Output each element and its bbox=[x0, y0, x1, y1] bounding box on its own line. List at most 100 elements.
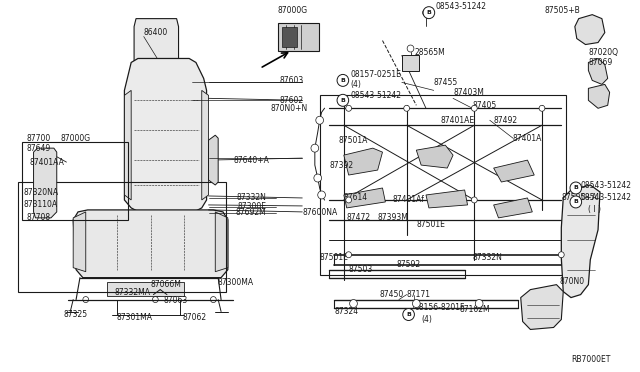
Circle shape bbox=[476, 299, 483, 308]
Text: 87492: 87492 bbox=[493, 116, 518, 125]
Text: 08543-51242: 08543-51242 bbox=[580, 193, 632, 202]
Polygon shape bbox=[588, 84, 610, 108]
Text: 87403M: 87403M bbox=[453, 88, 484, 97]
Circle shape bbox=[42, 152, 47, 158]
Text: 87401Af: 87401Af bbox=[392, 195, 424, 205]
Text: B: B bbox=[340, 98, 346, 103]
Circle shape bbox=[134, 65, 141, 72]
Polygon shape bbox=[561, 185, 600, 298]
Circle shape bbox=[570, 196, 582, 208]
Circle shape bbox=[346, 252, 351, 258]
Text: 86400: 86400 bbox=[144, 28, 168, 37]
Polygon shape bbox=[344, 188, 385, 208]
Text: 87320NA: 87320NA bbox=[24, 189, 59, 198]
Text: 873110A: 873110A bbox=[24, 201, 58, 209]
Text: 87301MA: 87301MA bbox=[116, 313, 153, 322]
Text: 08156-8201F: 08156-8201F bbox=[414, 303, 465, 312]
Circle shape bbox=[423, 7, 435, 19]
Bar bbox=[282, 26, 298, 46]
Bar bbox=[18, 182, 226, 292]
Text: B: B bbox=[573, 199, 579, 205]
Text: 87455: 87455 bbox=[434, 78, 458, 87]
Polygon shape bbox=[124, 90, 131, 200]
Text: 08543-51242: 08543-51242 bbox=[580, 180, 632, 189]
Circle shape bbox=[317, 191, 326, 199]
Polygon shape bbox=[33, 148, 57, 218]
Text: ( l ): ( l ) bbox=[588, 205, 602, 214]
Polygon shape bbox=[417, 145, 453, 168]
Circle shape bbox=[316, 116, 324, 124]
Text: 28565M: 28565M bbox=[414, 48, 445, 57]
Text: 08543-51242: 08543-51242 bbox=[351, 91, 401, 100]
Circle shape bbox=[211, 296, 216, 302]
Circle shape bbox=[349, 299, 357, 308]
Text: 87614: 87614 bbox=[344, 193, 368, 202]
Text: 87592: 87592 bbox=[397, 260, 421, 269]
Circle shape bbox=[472, 105, 477, 111]
Text: 87501A: 87501A bbox=[339, 136, 369, 145]
Polygon shape bbox=[209, 135, 218, 185]
Polygon shape bbox=[493, 198, 532, 218]
Text: 08543-51242: 08543-51242 bbox=[436, 2, 486, 11]
Circle shape bbox=[337, 74, 349, 86]
Text: (4): (4) bbox=[421, 315, 432, 324]
Polygon shape bbox=[202, 90, 209, 200]
Polygon shape bbox=[124, 58, 207, 212]
Polygon shape bbox=[521, 285, 563, 330]
Text: 87325: 87325 bbox=[63, 310, 88, 319]
Polygon shape bbox=[575, 15, 605, 45]
Circle shape bbox=[83, 296, 89, 302]
Circle shape bbox=[346, 105, 351, 111]
Text: 87066M: 87066M bbox=[150, 280, 181, 289]
Text: 870N0: 870N0 bbox=[559, 277, 584, 286]
Text: 87472: 87472 bbox=[347, 214, 371, 222]
Text: 87000G: 87000G bbox=[61, 134, 91, 143]
Text: B: B bbox=[426, 10, 431, 15]
Circle shape bbox=[314, 174, 321, 182]
Polygon shape bbox=[493, 160, 534, 182]
Text: B: B bbox=[406, 312, 411, 317]
Polygon shape bbox=[73, 212, 86, 272]
Text: 87393M: 87393M bbox=[378, 214, 408, 222]
Circle shape bbox=[559, 252, 564, 258]
Bar bbox=[107, 282, 184, 296]
Text: 87692M: 87692M bbox=[236, 208, 266, 217]
Circle shape bbox=[412, 299, 420, 308]
Polygon shape bbox=[426, 190, 468, 208]
Text: 87600NA: 87600NA bbox=[302, 208, 337, 217]
Text: 87069: 87069 bbox=[588, 58, 612, 67]
Bar bbox=[22, 142, 128, 220]
Circle shape bbox=[162, 62, 168, 69]
Circle shape bbox=[539, 105, 545, 111]
Text: 87332N: 87332N bbox=[472, 253, 502, 262]
Text: 87324: 87324 bbox=[334, 307, 358, 316]
Circle shape bbox=[570, 182, 582, 194]
Circle shape bbox=[346, 197, 351, 203]
Circle shape bbox=[472, 197, 477, 203]
Text: 87602: 87602 bbox=[279, 96, 303, 105]
Text: B: B bbox=[340, 78, 346, 83]
Text: 08157-0251E: 08157-0251E bbox=[351, 70, 401, 79]
Text: 87063: 87063 bbox=[163, 296, 188, 305]
Text: 87162M: 87162M bbox=[460, 305, 490, 314]
Text: 87300MA: 87300MA bbox=[217, 278, 253, 287]
Text: (4): (4) bbox=[351, 80, 362, 89]
Text: B: B bbox=[573, 186, 579, 190]
Polygon shape bbox=[588, 58, 608, 84]
Text: 87708: 87708 bbox=[27, 214, 51, 222]
Text: 87300E: 87300E bbox=[237, 202, 266, 211]
Text: 87062: 87062 bbox=[182, 313, 207, 322]
Text: RB7000ET: RB7000ET bbox=[571, 355, 611, 364]
Text: 87700: 87700 bbox=[27, 134, 51, 143]
Text: 87505+A: 87505+A bbox=[561, 193, 597, 202]
Text: 87640+A: 87640+A bbox=[234, 155, 269, 164]
Text: 87501E: 87501E bbox=[417, 220, 445, 230]
Circle shape bbox=[337, 94, 349, 106]
Text: 87332N: 87332N bbox=[237, 193, 266, 202]
Text: 87501E: 87501E bbox=[319, 253, 349, 262]
Text: 87401AE: 87401AE bbox=[440, 116, 475, 125]
Polygon shape bbox=[215, 212, 228, 272]
Text: 87450: 87450 bbox=[380, 290, 404, 299]
Circle shape bbox=[403, 308, 414, 321]
Circle shape bbox=[162, 72, 168, 79]
